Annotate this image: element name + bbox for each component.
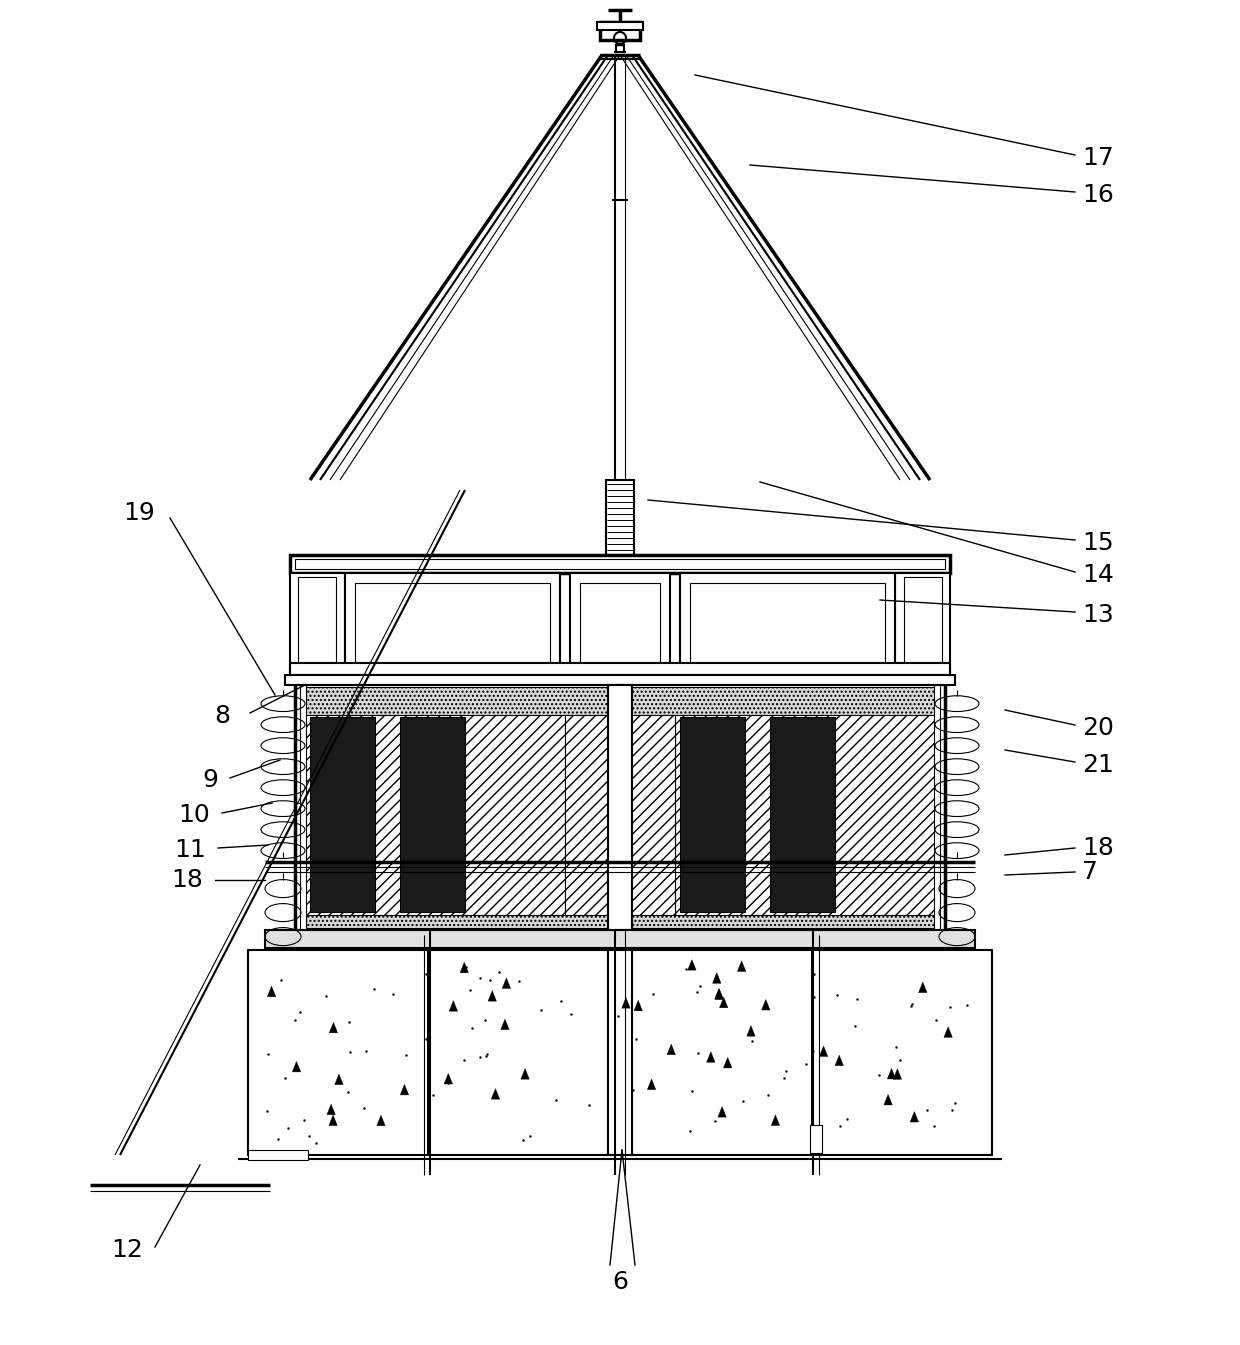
Bar bbox=[600, 22, 640, 40]
Bar bbox=[298, 577, 336, 668]
Polygon shape bbox=[820, 1046, 828, 1056]
Polygon shape bbox=[718, 1107, 727, 1118]
Polygon shape bbox=[521, 1069, 529, 1079]
Bar bbox=[285, 675, 955, 685]
Text: 13: 13 bbox=[1083, 603, 1114, 627]
Polygon shape bbox=[377, 1115, 386, 1126]
Bar bbox=[290, 663, 950, 675]
Bar bbox=[355, 582, 551, 664]
Bar bbox=[680, 573, 895, 675]
Polygon shape bbox=[707, 1052, 715, 1063]
Bar bbox=[305, 716, 565, 915]
Polygon shape bbox=[460, 962, 469, 972]
Bar bbox=[295, 560, 945, 569]
Text: 9: 9 bbox=[202, 768, 218, 792]
Bar bbox=[770, 717, 835, 912]
Polygon shape bbox=[713, 972, 720, 983]
Bar bbox=[248, 1150, 308, 1159]
Text: 10: 10 bbox=[179, 803, 210, 827]
Bar bbox=[305, 687, 935, 716]
Text: 18: 18 bbox=[171, 868, 203, 892]
Polygon shape bbox=[893, 1069, 901, 1079]
Text: 7: 7 bbox=[1083, 859, 1097, 884]
Polygon shape bbox=[835, 1056, 843, 1065]
Polygon shape bbox=[771, 1115, 780, 1126]
Bar bbox=[248, 950, 992, 1155]
Polygon shape bbox=[910, 1111, 919, 1122]
Bar bbox=[608, 685, 632, 929]
Bar bbox=[596, 22, 644, 30]
Text: 16: 16 bbox=[1083, 183, 1114, 207]
Polygon shape bbox=[330, 1022, 337, 1033]
Polygon shape bbox=[502, 978, 511, 989]
Text: 18: 18 bbox=[1083, 837, 1114, 859]
Polygon shape bbox=[738, 960, 745, 971]
Text: 11: 11 bbox=[175, 838, 206, 862]
Polygon shape bbox=[327, 1104, 335, 1115]
Bar bbox=[265, 929, 975, 948]
Polygon shape bbox=[401, 1084, 409, 1095]
Text: 21: 21 bbox=[1083, 753, 1114, 777]
Polygon shape bbox=[335, 1075, 343, 1084]
Polygon shape bbox=[501, 1020, 510, 1030]
Text: 15: 15 bbox=[1083, 531, 1114, 555]
Polygon shape bbox=[268, 986, 275, 997]
Bar bbox=[810, 1124, 822, 1153]
Bar bbox=[305, 900, 935, 928]
Text: 17: 17 bbox=[1083, 147, 1114, 169]
Polygon shape bbox=[444, 1073, 453, 1084]
Bar bbox=[310, 717, 374, 912]
Polygon shape bbox=[719, 997, 728, 1007]
Polygon shape bbox=[489, 991, 496, 1001]
Polygon shape bbox=[884, 1095, 893, 1106]
Bar bbox=[675, 716, 935, 915]
Text: 8: 8 bbox=[215, 703, 229, 728]
Text: 12: 12 bbox=[112, 1237, 143, 1262]
Bar bbox=[570, 573, 670, 675]
Polygon shape bbox=[746, 1026, 755, 1036]
Text: 6: 6 bbox=[613, 1270, 627, 1294]
Bar bbox=[565, 716, 675, 915]
Polygon shape bbox=[329, 1115, 337, 1126]
Bar bbox=[345, 573, 560, 675]
Bar bbox=[680, 717, 745, 912]
Bar bbox=[689, 582, 885, 664]
Polygon shape bbox=[944, 1026, 952, 1037]
Bar bbox=[904, 577, 942, 668]
Bar bbox=[290, 555, 950, 573]
Bar bbox=[580, 582, 660, 668]
Text: 14: 14 bbox=[1083, 564, 1114, 586]
Polygon shape bbox=[715, 989, 723, 999]
Bar bbox=[290, 573, 345, 675]
Polygon shape bbox=[491, 1088, 500, 1099]
Polygon shape bbox=[621, 998, 630, 1009]
Text: 19: 19 bbox=[123, 500, 155, 525]
Polygon shape bbox=[919, 982, 928, 993]
Bar bbox=[401, 717, 465, 912]
Text: 20: 20 bbox=[1083, 716, 1114, 740]
Polygon shape bbox=[714, 989, 723, 999]
Polygon shape bbox=[293, 1061, 301, 1072]
Bar bbox=[606, 480, 634, 555]
Polygon shape bbox=[647, 1079, 656, 1089]
Bar bbox=[895, 573, 950, 675]
Bar bbox=[300, 685, 306, 929]
Polygon shape bbox=[449, 1001, 458, 1011]
Polygon shape bbox=[667, 1044, 676, 1054]
Polygon shape bbox=[688, 959, 696, 970]
Polygon shape bbox=[634, 1001, 642, 1011]
Bar bbox=[934, 685, 940, 929]
Polygon shape bbox=[761, 999, 770, 1010]
Polygon shape bbox=[888, 1068, 895, 1079]
Polygon shape bbox=[723, 1057, 732, 1068]
